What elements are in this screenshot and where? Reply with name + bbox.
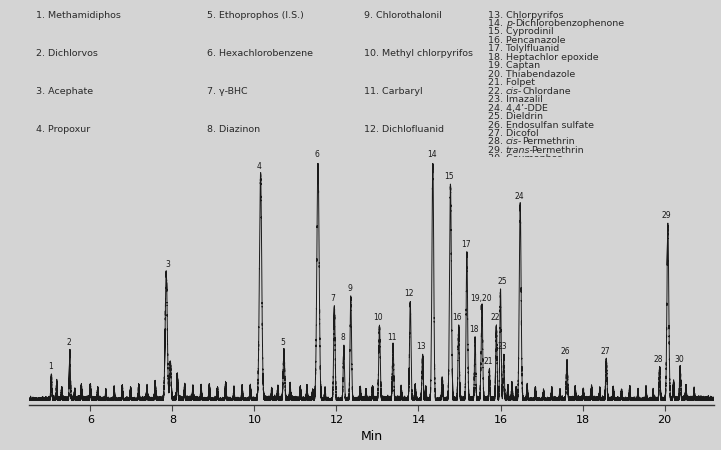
Text: 17: 17 [461,240,471,249]
Text: 19. Captan: 19. Captan [487,61,540,70]
Text: 28: 28 [654,355,663,364]
Text: 24. 4,4’-DDE: 24. 4,4’-DDE [487,104,548,112]
Text: 16: 16 [453,313,462,322]
Text: 15: 15 [444,172,454,181]
Text: trans-: trans- [505,146,534,155]
Text: 11: 11 [387,333,397,342]
Text: 9. Chlorothalonil: 9. Chlorothalonil [364,11,442,20]
Text: 15. Cyprodinil: 15. Cyprodinil [487,27,554,36]
Text: 28.: 28. [487,137,505,146]
Text: 25: 25 [497,277,508,286]
Text: 27: 27 [601,347,610,356]
Text: 18. Heptachlor epoxide: 18. Heptachlor epoxide [487,53,598,62]
Text: 2. Dichlorvos: 2. Dichlorvos [35,49,97,58]
Text: 14.: 14. [487,19,505,28]
Text: 1: 1 [48,362,53,371]
Text: cis-: cis- [505,137,522,146]
Text: 5: 5 [280,338,286,346]
Text: 7. γ-BHC: 7. γ-BHC [207,87,247,96]
Text: 1. Methamidiphos: 1. Methamidiphos [35,11,120,20]
Text: 26: 26 [561,347,570,356]
Text: 11. Carbaryl: 11. Carbaryl [364,87,423,96]
Text: 7: 7 [331,294,335,303]
Text: Chlordane: Chlordane [523,87,571,96]
Text: 27. Dicofol: 27. Dicofol [487,129,539,138]
Text: 18: 18 [469,325,479,334]
Text: 4. Propoxur: 4. Propoxur [35,125,90,134]
Text: 8. Diazinon: 8. Diazinon [207,125,260,134]
Text: 21. Folpet: 21. Folpet [487,78,535,87]
Text: 23: 23 [497,342,508,351]
Text: 29.: 29. [487,146,505,155]
Text: 3. Acephate: 3. Acephate [35,87,93,96]
Text: 10. Methyl chlorpyrifos: 10. Methyl chlorpyrifos [364,49,474,58]
Text: 21: 21 [484,357,493,366]
Text: 29: 29 [662,211,671,220]
Text: Dichlorobenzophenone: Dichlorobenzophenone [515,19,624,28]
Text: 12. Dichlofluanid: 12. Dichlofluanid [364,125,444,134]
Text: 23. Imazalil: 23. Imazalil [487,95,542,104]
Text: 19,20: 19,20 [470,294,492,303]
Text: 25. Dieldrin: 25. Dieldrin [487,112,543,121]
Text: 9: 9 [347,284,352,293]
Text: Permethrin: Permethrin [523,137,575,146]
Text: 4: 4 [257,162,262,171]
Text: 6. Hexachlorobenzene: 6. Hexachlorobenzene [207,49,313,58]
Text: 24: 24 [514,192,523,201]
Text: 2: 2 [66,338,71,346]
Text: Permethrin: Permethrin [531,146,584,155]
Text: 22.: 22. [487,87,505,96]
Text: 8: 8 [340,333,345,342]
Text: 13. Chlorpyrifos: 13. Chlorpyrifos [487,11,563,20]
Text: 14: 14 [427,150,436,159]
Text: 3: 3 [166,260,171,269]
Text: 22: 22 [490,313,500,322]
Text: 5. Ethoprophos (I.S.): 5. Ethoprophos (I.S.) [207,11,304,20]
Text: 30: 30 [674,355,684,364]
X-axis label: Min: Min [360,430,382,443]
Text: 16. Pencanazole: 16. Pencanazole [487,36,565,45]
Text: 12: 12 [404,289,414,298]
Text: 6: 6 [314,150,319,159]
Text: 30. Coumaphos: 30. Coumaphos [487,154,562,163]
Text: 17. Tolylfluanid: 17. Tolylfluanid [487,45,559,54]
Text: 13: 13 [417,342,426,351]
Text: 10: 10 [373,313,383,322]
Text: cis-: cis- [505,87,522,96]
Text: p-: p- [505,19,515,28]
Text: 26. Endosulfan sulfate: 26. Endosulfan sulfate [487,121,594,130]
Text: 20. Thiabendazole: 20. Thiabendazole [487,70,575,79]
